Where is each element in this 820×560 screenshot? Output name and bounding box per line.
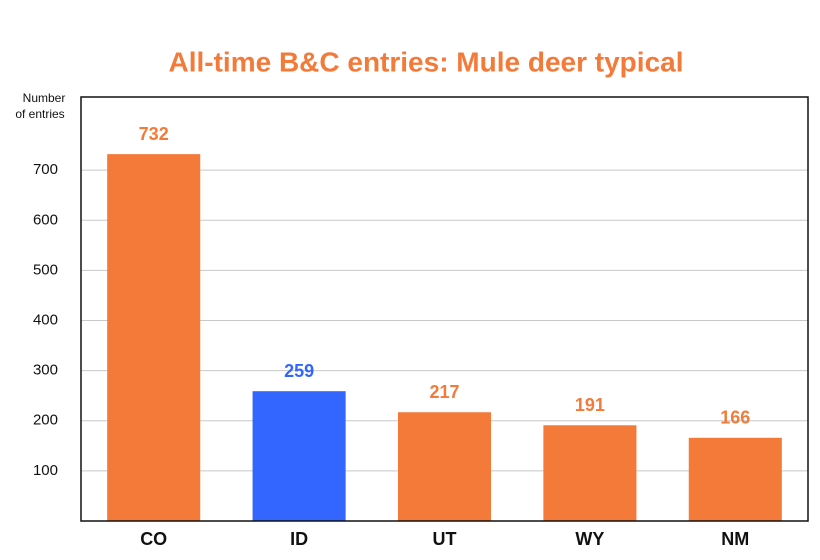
x-tick-label: UT bbox=[433, 529, 457, 549]
x-tick-label: ID bbox=[290, 529, 308, 549]
bar bbox=[688, 437, 782, 521]
y-tick-label: 700 bbox=[33, 161, 58, 178]
y-axis-label: of entries bbox=[15, 107, 64, 121]
x-tick-label: CO bbox=[140, 529, 167, 549]
y-axis-label: Number bbox=[23, 91, 66, 105]
y-tick-label: 300 bbox=[33, 362, 58, 379]
y-tick-label: 200 bbox=[33, 412, 58, 429]
chart-title: All-time B&C entries: Mule deer typical bbox=[168, 46, 683, 77]
plot-frame bbox=[80, 96, 809, 522]
value-label: 732 bbox=[139, 124, 169, 144]
bar bbox=[252, 391, 346, 521]
x-tick-label: NM bbox=[721, 529, 749, 549]
bar bbox=[543, 425, 637, 521]
y-tick-label: 600 bbox=[33, 211, 58, 228]
value-label: 217 bbox=[429, 382, 459, 402]
y-tick-label: 100 bbox=[33, 462, 58, 479]
y-tick-label: 500 bbox=[33, 261, 58, 278]
value-label: 166 bbox=[720, 408, 750, 428]
bar bbox=[397, 412, 492, 521]
value-label: 191 bbox=[575, 395, 605, 415]
y-tick-label: 400 bbox=[33, 311, 58, 328]
bar bbox=[107, 154, 201, 521]
value-label: 259 bbox=[284, 361, 314, 381]
x-tick-label: WY bbox=[575, 529, 604, 549]
